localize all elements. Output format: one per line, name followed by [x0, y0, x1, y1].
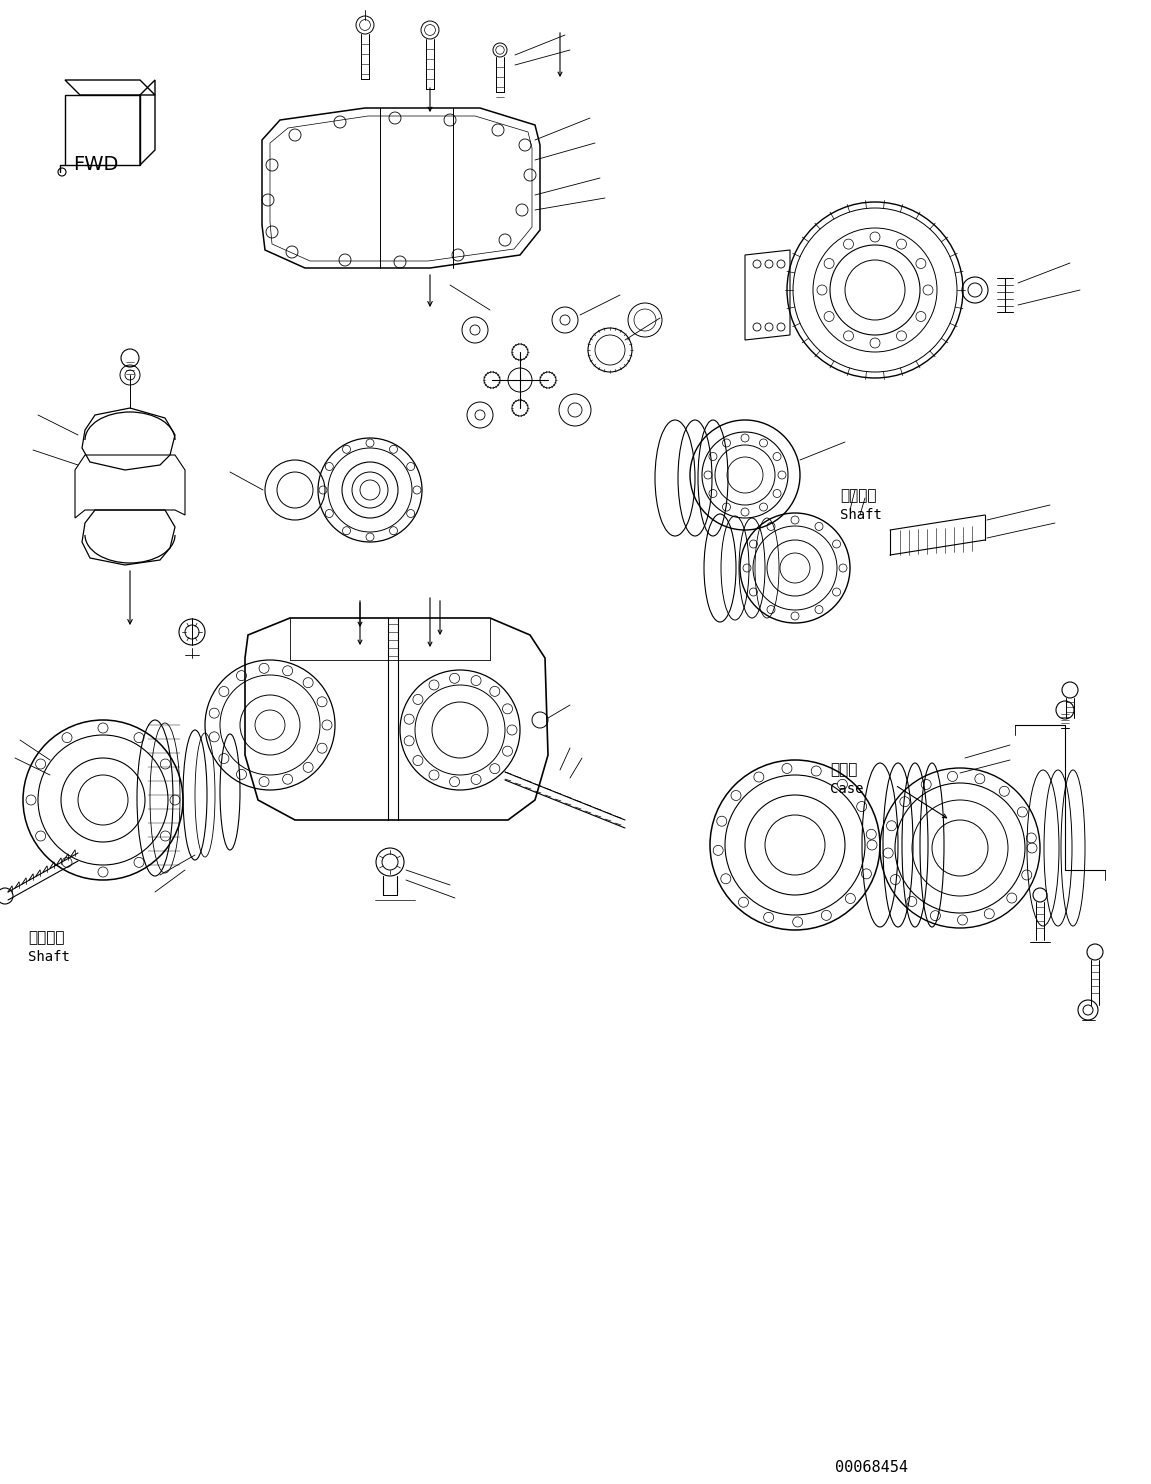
Text: Case: Case [830, 782, 863, 795]
Text: シャフト: シャフト [840, 488, 877, 503]
Text: Shaft: Shaft [840, 508, 882, 522]
Text: Shaft: Shaft [28, 950, 70, 965]
Text: 00068454: 00068454 [834, 1460, 908, 1475]
Text: シャフト: シャフト [28, 930, 64, 945]
Text: ケース: ケース [830, 761, 857, 778]
Text: FWD: FWD [73, 154, 119, 174]
